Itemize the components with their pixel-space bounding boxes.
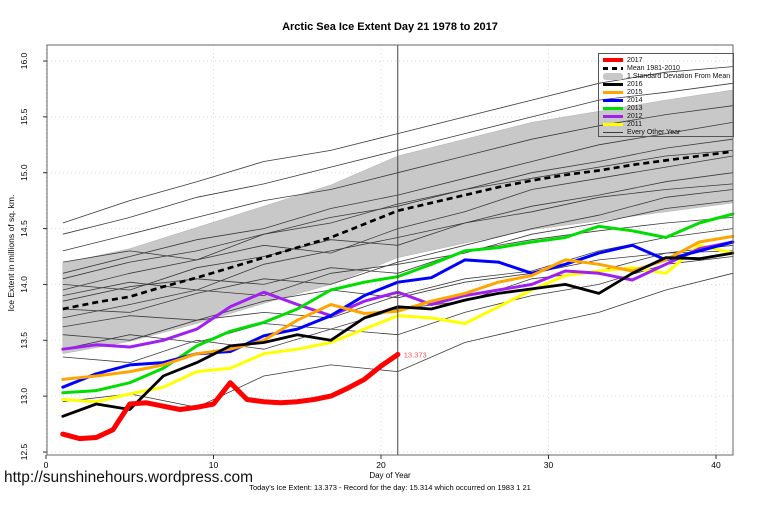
plot-border (46, 44, 734, 456)
x-tick-label: 30 (544, 460, 554, 470)
legend-label: 2015 (627, 88, 643, 96)
legend-label: Mean 1981-2010 (627, 64, 680, 72)
x-axis-title: Day of Year (369, 471, 411, 480)
legend-swatch-band (603, 72, 623, 80)
legend-label: 2014 (627, 96, 643, 104)
y-tick-label: 13.0 (19, 388, 29, 405)
legend-swatch-line (603, 82, 623, 86)
legend-label: 2016 (627, 80, 643, 88)
legend-item: Every Other Year (603, 128, 733, 136)
y-tick-label: 14.5 (19, 220, 29, 237)
legend-swatch-thick (603, 58, 623, 62)
legend-swatch-line (603, 98, 623, 102)
x-tick-label: 20 (376, 460, 386, 470)
today-caption: Today's Ice Extent: 13.373 - Record for … (249, 483, 531, 492)
legend-item: 2014 (603, 96, 733, 104)
legend: 2017 Mean 1981-2010 1 Standard Deviation F… (598, 53, 734, 137)
legend-item: 2017 (603, 56, 733, 64)
legend-swatch-thin (603, 131, 623, 133)
legend-label: 2013 (627, 104, 643, 112)
chart-title: Arctic Sea Ice Extent Day 21 1978 to 201… (282, 21, 498, 33)
today-value-label: 13.373 (404, 350, 427, 359)
y-tick-label: 16.0 (19, 52, 29, 69)
legend-item: 2012 (603, 112, 733, 120)
x-tick-label: 10 (209, 460, 219, 470)
y-tick-label: 15.5 (19, 108, 29, 125)
y-tick-label: 13.5 (19, 332, 29, 349)
y-tick-label: 14.0 (19, 276, 29, 293)
legend-label: 1 Standard Deviation From Mean (627, 72, 731, 80)
y-axis-title: Ice Extent in millions of sq. km. (6, 195, 16, 312)
y-tick-label: 12.5 (19, 443, 29, 460)
legend-item: Mean 1981-2010 (603, 64, 733, 72)
legend-label: 2011 (627, 120, 643, 128)
legend-item: 2015 (603, 88, 733, 96)
y-tick-label: 15.0 (19, 164, 29, 181)
legend-item: 2011 (603, 120, 733, 128)
legend-item: 2013 (603, 104, 733, 112)
legend-swatch-line (603, 122, 623, 126)
legend-swatch-line (603, 114, 623, 118)
x-tick-label: 0 (44, 460, 49, 470)
legend-label: 2012 (627, 112, 643, 120)
series-2017 (60, 352, 401, 442)
today-point (395, 351, 401, 357)
legend-swatch-line (603, 90, 623, 94)
legend-label: 2017 (627, 56, 643, 64)
legend-swatch-dash (603, 66, 623, 70)
legend-label: Every Other Year (627, 128, 681, 136)
mean-line (62, 150, 733, 311)
legend-swatch-line (603, 106, 623, 110)
legend-item: 2016 (603, 80, 733, 88)
x-tick-label: 40 (711, 460, 721, 470)
legend-item: 1 Standard Deviation From Mean (603, 72, 733, 80)
site-url-link[interactable]: http://sunshinehours.wordpress.com (4, 469, 253, 486)
